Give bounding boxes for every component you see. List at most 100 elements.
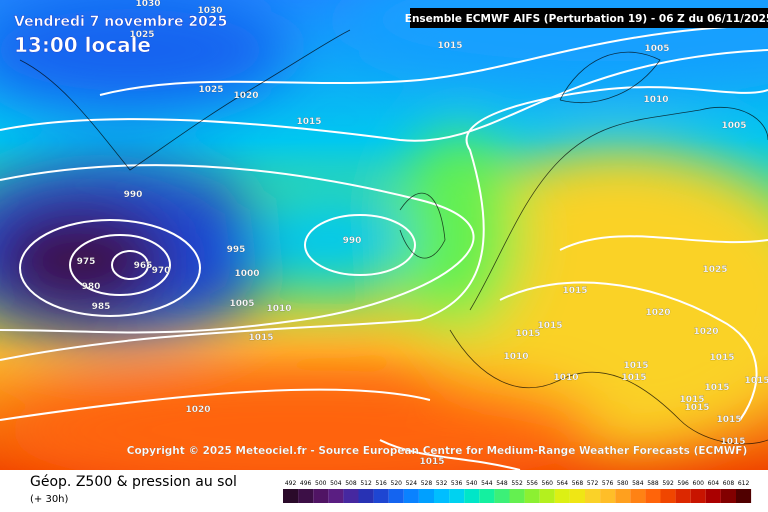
isobar-label: 1015 (419, 457, 444, 467)
scale-swatch (358, 489, 374, 503)
scale-swatch (479, 489, 495, 503)
scale-label: 496 (300, 480, 312, 487)
coastlines (19, 29, 768, 445)
scale-swatch (554, 489, 570, 503)
scale-swatch (298, 489, 314, 503)
isobar-label: 1005 (644, 44, 669, 54)
scale-swatch (388, 489, 404, 503)
scale-label: 572 (587, 480, 599, 487)
scale-label: 580 (617, 480, 629, 487)
scale-label: 532 (436, 480, 448, 487)
scale-swatch (569, 489, 585, 503)
weather-map: Ensemble ECMWF AIFS (Perturbation 19) - … (0, 0, 768, 470)
field-shading (0, 0, 768, 470)
model-info: Ensemble ECMWF AIFS (Perturbation 19) - … (405, 13, 768, 25)
forecast-time: 13:00 locale (14, 33, 151, 57)
isobar-label: 1010 (553, 373, 578, 383)
scale-label: 516 (375, 480, 387, 487)
isobar-label: 965 (134, 261, 153, 271)
scale-label: 544 (481, 480, 493, 487)
scale-swatch (403, 489, 419, 503)
scale-swatch (600, 489, 616, 503)
scale-swatch (524, 489, 540, 503)
footer-title: Géop. Z500 & pression au sol (30, 474, 237, 490)
isobar-label: 1020 (233, 91, 258, 101)
isobar-label: 1025 (129, 30, 154, 40)
scale-swatch (494, 489, 510, 503)
isobar-label: 1015 (537, 321, 562, 331)
copyright: Copyright © 2025 Meteociel.fr - Source E… (127, 445, 748, 457)
scale-label: 492 (285, 480, 297, 487)
isobar-label: 1010 (266, 304, 291, 314)
scale-swatch (283, 489, 299, 503)
scale-label: 564 (557, 480, 569, 487)
isobar-label: 1020 (185, 405, 210, 415)
isobar-label: 1005 (229, 299, 254, 309)
scale-label: 500 (315, 480, 327, 487)
scale-swatch (449, 489, 465, 503)
scale-label: 584 (632, 480, 644, 487)
isobar-label: 1010 (643, 95, 668, 105)
isobar-label: 1025 (702, 265, 727, 275)
scale-label: 512 (360, 480, 372, 487)
isobar-label: 1015 (248, 333, 273, 343)
isobar-label: 1015 (515, 329, 540, 339)
scale-swatch (434, 489, 450, 503)
isobar-label: 990 (124, 190, 143, 200)
scale-swatch (328, 489, 344, 503)
scale-label: 528 (421, 480, 433, 487)
scale-label: 552 (511, 480, 523, 487)
scale-label: 540 (466, 480, 478, 487)
isobar-label: 985 (92, 302, 111, 312)
scale-swatch (615, 489, 631, 503)
scale-label: 596 (677, 480, 689, 487)
scale-swatch (660, 489, 676, 503)
scale-label: 548 (496, 480, 508, 487)
scale-swatch (418, 489, 434, 503)
scale-swatch (736, 489, 752, 503)
forecast-date: Vendredi 7 novembre 2025 (14, 14, 227, 30)
scale-label: 576 (602, 480, 614, 487)
isobar-label: 1030 (135, 0, 160, 9)
header-box (410, 8, 768, 28)
scale-label: 600 (693, 480, 705, 487)
scale-swatch (343, 489, 359, 503)
isobar-label: 1030 (197, 6, 222, 16)
scale-swatch (705, 489, 721, 503)
scale-label: 524 (406, 480, 418, 487)
scale-swatch (373, 489, 389, 503)
isobar-label: 980 (82, 282, 101, 292)
scale-swatch (313, 489, 329, 503)
scale-label: 604 (708, 480, 720, 487)
isobar-label: 1015 (704, 383, 729, 393)
isobar-label: 1010 (503, 352, 528, 362)
isobar-label: 1015 (562, 286, 587, 296)
isobar-label: 970 (152, 266, 171, 276)
scale-label: 536 (451, 480, 463, 487)
scale-swatch (509, 489, 525, 503)
isobar-label: 1015 (623, 361, 648, 371)
isobar-label: 1015 (621, 373, 646, 383)
isobar-label: 1015 (437, 41, 462, 51)
scale-label: 560 (542, 480, 554, 487)
isobar-label: 990 (343, 236, 362, 246)
scale-label: 592 (662, 480, 674, 487)
scale-swatch (690, 489, 706, 503)
isobar-label: 1015 (744, 376, 768, 386)
scale-label: 556 (526, 480, 538, 487)
isobars (0, 24, 768, 470)
isobar-label: 1015 (709, 353, 734, 363)
scale-swatch (630, 489, 646, 503)
isobar-label: 975 (77, 257, 96, 267)
scale-label: 508 (345, 480, 357, 487)
isobar-label: 995 (227, 245, 246, 255)
scale-swatch (464, 489, 480, 503)
scale-swatch (645, 489, 661, 503)
scale-label: 588 (647, 480, 659, 487)
isobar-label: 1015 (716, 415, 741, 425)
isobar-label: 1025 (198, 85, 223, 95)
scale-label: 520 (391, 480, 403, 487)
isobar-label: 1015 (679, 395, 704, 405)
